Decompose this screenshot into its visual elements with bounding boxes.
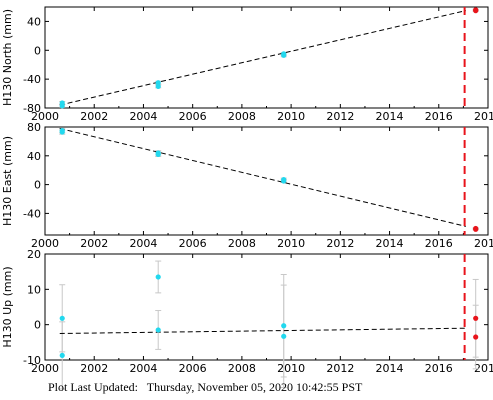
data-point <box>155 150 161 156</box>
x-tick-label: 2000 <box>31 362 59 375</box>
y-tick-label: -40 <box>23 73 41 86</box>
data-point <box>59 103 65 109</box>
data-point <box>155 83 161 89</box>
x-tick-label: 2012 <box>326 110 354 123</box>
x-tick-label: 2004 <box>129 237 157 250</box>
data-point <box>59 352 65 359</box>
y-tick-label: 40 <box>27 15 41 28</box>
x-tick-label: 2002 <box>80 237 108 250</box>
x-tick-label: 2018 <box>474 362 493 375</box>
x-tick-label: 2006 <box>179 110 207 123</box>
y-tick-label: 20 <box>27 248 41 261</box>
trend-line <box>59 10 466 106</box>
footer-timestamp: Thursday, November 05, 2020 10:42:55 PST <box>146 380 363 394</box>
y-tick-label: 80 <box>27 121 41 134</box>
x-tick-label: 2016 <box>425 362 453 375</box>
x-tick-label: 2016 <box>425 110 453 123</box>
data-point <box>155 274 161 280</box>
x-tick-label: 2002 <box>80 110 108 123</box>
y-tick-label: 0 <box>34 44 41 57</box>
x-tick-label: 2010 <box>277 362 305 375</box>
x-tick-label: 2010 <box>277 110 305 123</box>
data-point <box>59 315 65 321</box>
data-point <box>155 80 161 86</box>
y-tick-label: 0 <box>34 179 41 192</box>
x-tick-label: 2008 <box>228 362 256 375</box>
y-tick-label: 10 <box>27 283 41 296</box>
x-tick-label: 2004 <box>129 110 157 123</box>
x-tick-label: 2010 <box>277 237 305 250</box>
trend-line <box>59 327 466 334</box>
x-tick-label: 2014 <box>376 110 404 123</box>
trend-line <box>59 127 466 227</box>
x-tick-label: 2000 <box>31 110 59 123</box>
x-tick-label: 2012 <box>326 237 354 250</box>
x-tick-label: 2018 <box>474 237 493 250</box>
data-point <box>473 334 479 340</box>
y-tick-label: 40 <box>27 150 41 163</box>
plot-frame-1 <box>44 126 489 236</box>
x-tick-label: 2004 <box>129 362 157 375</box>
y-axis-title: H130 North (mm) <box>1 9 14 106</box>
y-axis-title: H130 Up (mm) <box>1 266 14 347</box>
x-tick-label: 2014 <box>376 362 404 375</box>
data-point <box>281 333 287 339</box>
x-tick-label: 2008 <box>228 237 256 250</box>
x-tick-label: 2014 <box>376 237 404 250</box>
data-point <box>281 176 287 183</box>
data-point <box>281 323 287 329</box>
x-tick-label: 2002 <box>80 362 108 375</box>
y-tick-label: -80 <box>23 102 41 115</box>
x-tick-label: 2006 <box>179 237 207 250</box>
data-point <box>281 52 287 58</box>
y-tick-label: -40 <box>23 207 41 220</box>
y-tick-label: -10 <box>23 354 41 367</box>
x-tick-label: 2006 <box>179 362 207 375</box>
data-point <box>473 315 479 321</box>
data-point <box>59 128 65 134</box>
x-tick-label: 2000 <box>31 237 59 250</box>
y-axis-title: H130 East (mm) <box>1 136 14 226</box>
plot-frame-2 <box>44 253 489 361</box>
data-point <box>155 327 161 333</box>
x-tick-label: 2016 <box>425 237 453 250</box>
data-point <box>473 226 479 232</box>
x-tick-label: 2018 <box>474 110 493 123</box>
x-tick-label: 2012 <box>326 362 354 375</box>
data-point <box>473 7 479 13</box>
y-tick-label: 0 <box>34 319 41 332</box>
x-tick-label: 2008 <box>228 110 256 123</box>
footer-label: Plot Last Updated: <box>48 380 138 394</box>
footer: Plot Last Updated: Thursday, November 05… <box>48 380 362 395</box>
